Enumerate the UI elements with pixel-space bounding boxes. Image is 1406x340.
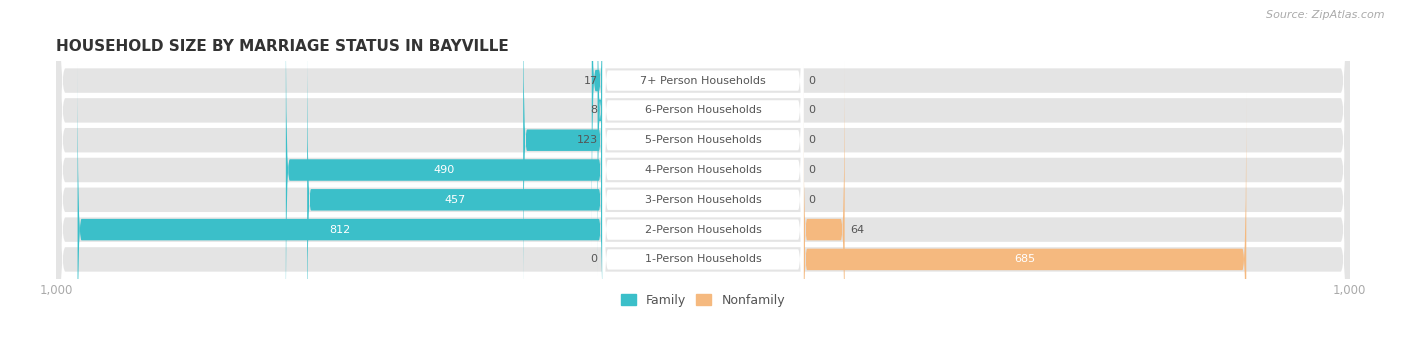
Text: 4-Person Households: 4-Person Households xyxy=(644,165,762,175)
Text: 0: 0 xyxy=(591,254,598,265)
FancyBboxPatch shape xyxy=(603,0,803,340)
Text: HOUSEHOLD SIZE BY MARRIAGE STATUS IN BAYVILLE: HOUSEHOLD SIZE BY MARRIAGE STATUS IN BAY… xyxy=(56,39,509,54)
Text: 8: 8 xyxy=(591,105,598,115)
FancyBboxPatch shape xyxy=(56,0,1350,340)
FancyBboxPatch shape xyxy=(56,0,1350,340)
Text: 17: 17 xyxy=(583,75,598,86)
FancyBboxPatch shape xyxy=(603,0,803,339)
FancyBboxPatch shape xyxy=(598,0,603,278)
FancyBboxPatch shape xyxy=(592,0,603,249)
FancyBboxPatch shape xyxy=(56,0,1350,340)
Text: 6-Person Households: 6-Person Households xyxy=(644,105,762,115)
FancyBboxPatch shape xyxy=(77,62,603,340)
FancyBboxPatch shape xyxy=(56,0,1350,340)
FancyBboxPatch shape xyxy=(603,0,803,340)
Text: 0: 0 xyxy=(808,135,815,145)
Text: 3-Person Households: 3-Person Households xyxy=(644,195,762,205)
Text: Source: ZipAtlas.com: Source: ZipAtlas.com xyxy=(1267,10,1385,20)
Text: 457: 457 xyxy=(444,195,465,205)
FancyBboxPatch shape xyxy=(56,0,1350,340)
Text: 0: 0 xyxy=(808,165,815,175)
FancyBboxPatch shape xyxy=(603,0,803,309)
FancyBboxPatch shape xyxy=(603,1,803,340)
Text: 7+ Person Households: 7+ Person Households xyxy=(640,75,766,86)
Text: 812: 812 xyxy=(329,225,350,235)
Text: 0: 0 xyxy=(808,105,815,115)
Text: 0: 0 xyxy=(808,75,815,86)
FancyBboxPatch shape xyxy=(803,62,845,340)
FancyBboxPatch shape xyxy=(285,2,603,338)
FancyBboxPatch shape xyxy=(603,0,803,340)
FancyBboxPatch shape xyxy=(523,0,603,308)
FancyBboxPatch shape xyxy=(803,91,1246,340)
Text: 685: 685 xyxy=(1014,254,1035,265)
Text: 123: 123 xyxy=(576,135,598,145)
Text: 64: 64 xyxy=(849,225,863,235)
FancyBboxPatch shape xyxy=(56,0,1350,340)
Text: 2-Person Households: 2-Person Households xyxy=(644,225,762,235)
FancyBboxPatch shape xyxy=(56,0,1350,340)
Text: 0: 0 xyxy=(808,195,815,205)
FancyBboxPatch shape xyxy=(603,31,803,340)
FancyBboxPatch shape xyxy=(307,32,603,340)
Text: 490: 490 xyxy=(433,165,456,175)
Text: 5-Person Households: 5-Person Households xyxy=(644,135,762,145)
Legend: Family, Nonfamily: Family, Nonfamily xyxy=(616,289,790,312)
Text: 1-Person Households: 1-Person Households xyxy=(644,254,762,265)
